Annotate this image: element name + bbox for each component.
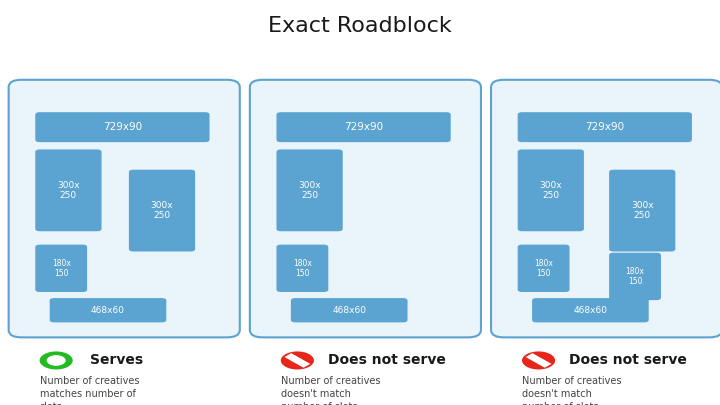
Text: 180x
150: 180x 150 — [52, 259, 71, 278]
Text: 300x
250: 300x 250 — [298, 181, 321, 200]
Polygon shape — [284, 353, 310, 368]
Text: 468x60: 468x60 — [332, 306, 366, 315]
FancyBboxPatch shape — [50, 298, 166, 322]
Text: 300x
250: 300x 250 — [631, 201, 654, 220]
Circle shape — [47, 355, 66, 366]
FancyBboxPatch shape — [609, 170, 675, 252]
Text: Exact Roadblock: Exact Roadblock — [268, 16, 452, 36]
Circle shape — [280, 351, 315, 370]
FancyBboxPatch shape — [9, 80, 240, 337]
Text: Serves: Serves — [90, 353, 143, 367]
Text: 468x60: 468x60 — [573, 306, 608, 315]
FancyBboxPatch shape — [276, 112, 451, 142]
Text: 180x
150: 180x 150 — [534, 259, 553, 278]
FancyBboxPatch shape — [609, 253, 661, 300]
Text: Number of creatives
doesn't match
number of slots: Number of creatives doesn't match number… — [281, 376, 380, 405]
FancyBboxPatch shape — [276, 245, 328, 292]
Polygon shape — [526, 353, 552, 368]
Text: Number of creatives
doesn't match
number of slots: Number of creatives doesn't match number… — [522, 376, 621, 405]
Circle shape — [39, 351, 73, 370]
Text: Does not serve: Does not serve — [569, 353, 687, 367]
Text: 180x
150: 180x 150 — [293, 259, 312, 278]
Text: 300x
250: 300x 250 — [57, 181, 80, 200]
FancyBboxPatch shape — [532, 298, 649, 322]
Text: 729x90: 729x90 — [103, 122, 142, 132]
FancyBboxPatch shape — [491, 80, 720, 337]
FancyBboxPatch shape — [35, 112, 210, 142]
Text: Number of creatives
matches number of
slots: Number of creatives matches number of sl… — [40, 376, 139, 405]
Text: 729x90: 729x90 — [585, 122, 624, 132]
Text: Does not serve: Does not serve — [328, 353, 446, 367]
Text: 300x
250: 300x 250 — [150, 201, 174, 220]
FancyBboxPatch shape — [291, 298, 408, 322]
Text: 180x
150: 180x 150 — [626, 267, 644, 286]
FancyBboxPatch shape — [250, 80, 481, 337]
FancyBboxPatch shape — [129, 170, 195, 252]
Text: 300x
250: 300x 250 — [539, 181, 562, 200]
FancyBboxPatch shape — [518, 112, 692, 142]
Text: 729x90: 729x90 — [344, 122, 383, 132]
FancyBboxPatch shape — [35, 149, 102, 231]
FancyBboxPatch shape — [518, 245, 570, 292]
FancyBboxPatch shape — [518, 149, 584, 231]
Circle shape — [521, 351, 556, 370]
FancyBboxPatch shape — [276, 149, 343, 231]
Text: 468x60: 468x60 — [91, 306, 125, 315]
FancyBboxPatch shape — [35, 245, 87, 292]
